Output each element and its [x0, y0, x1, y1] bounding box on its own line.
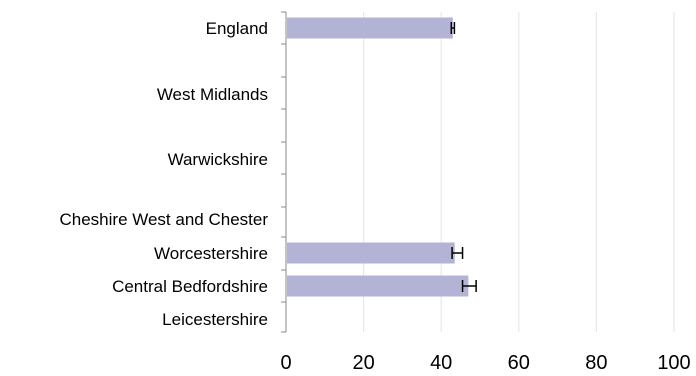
- category-label: Leicestershire: [162, 310, 268, 329]
- x-tick-label-100: 100: [657, 352, 690, 374]
- bar-central-bedfordshire: [287, 275, 469, 297]
- category-label: England: [206, 19, 268, 38]
- category-label: Cheshire West and Chester: [59, 210, 268, 229]
- bar-worcestershire: [287, 242, 455, 264]
- category-label: Warwickshire: [168, 150, 268, 169]
- error-bars: [450, 22, 477, 292]
- x-tick-labels: 0 20 40 60 80 100: [280, 352, 690, 374]
- x-tick-label-0: 0: [280, 352, 291, 374]
- x-tick-label-20: 20: [352, 352, 374, 374]
- bars: [287, 17, 469, 297]
- x-tick-label-80: 80: [585, 352, 607, 374]
- category-label: West Midlands: [157, 85, 268, 104]
- category-label: Worcestershire: [154, 244, 268, 263]
- category-labels: England West Midlands Warwickshire Cheshire…: [59, 19, 268, 329]
- bar-england: [287, 17, 453, 39]
- axes: [281, 11, 287, 333]
- category-label: Central Bedfordshire: [112, 277, 268, 296]
- x-tick-label-60: 60: [508, 352, 530, 374]
- x-tick-label-40: 40: [430, 352, 452, 374]
